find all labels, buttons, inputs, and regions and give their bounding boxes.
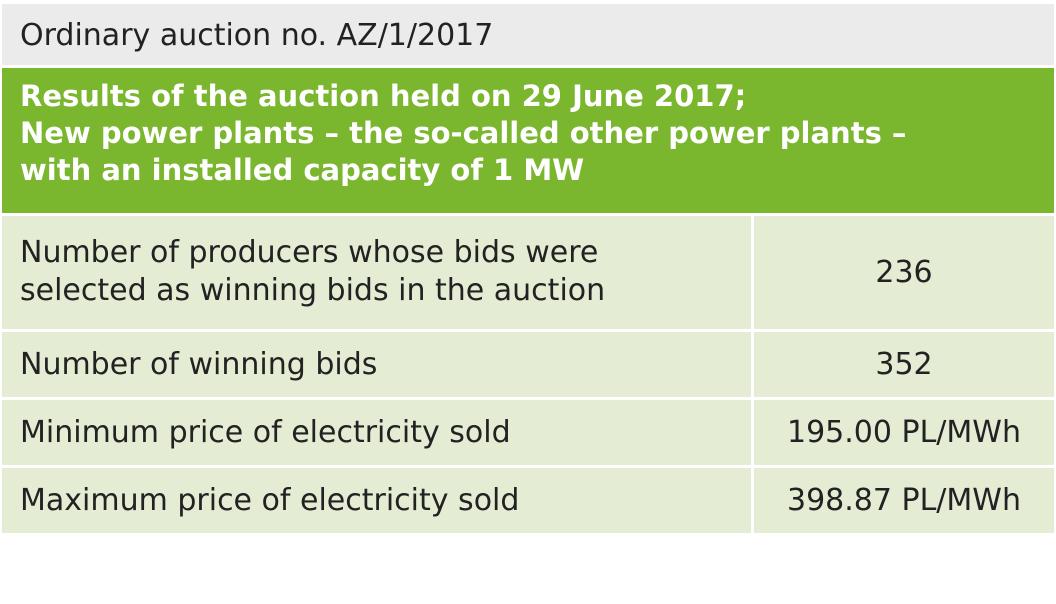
label-cell: Minimum price of electricity sold — [2, 398, 753, 468]
heading-line: Results of the auction held on 29 June 2… — [20, 79, 747, 113]
results-table: Number of producers whose bids were sele… — [2, 216, 1054, 536]
header-title: Ordinary auction no. AZ/1/2017 — [2, 4, 1054, 68]
label-cell: Maximum price of electricity sold — [2, 466, 753, 536]
value-cell: 352 — [751, 330, 1054, 400]
value-cell: 195.00 PL/MWh — [751, 398, 1054, 468]
heading-line: with an installed capacity of 1 MW — [20, 153, 585, 187]
heading-line: New power plants – the so-called other p… — [20, 116, 907, 150]
value-cell: 398.87 PL/MWh — [751, 466, 1054, 536]
heading: Results of the auction held on 29 June 2… — [2, 68, 1054, 216]
page: Ordinary auction no. AZ/1/2017 Results o… — [2, 4, 1054, 536]
row: Number of producers whose bids were sele… — [2, 216, 1054, 332]
row: Number of winning bids 352 — [2, 330, 1054, 400]
label-cell: Number of producers whose bids were sele… — [2, 216, 753, 332]
row: Maximum price of electricity sold 398.87 … — [2, 466, 1054, 536]
label-cell: Number of winning bids — [2, 330, 753, 400]
value-cell: 236 — [751, 216, 1054, 332]
row: Minimum price of electricity sold 195.00 … — [2, 398, 1054, 468]
